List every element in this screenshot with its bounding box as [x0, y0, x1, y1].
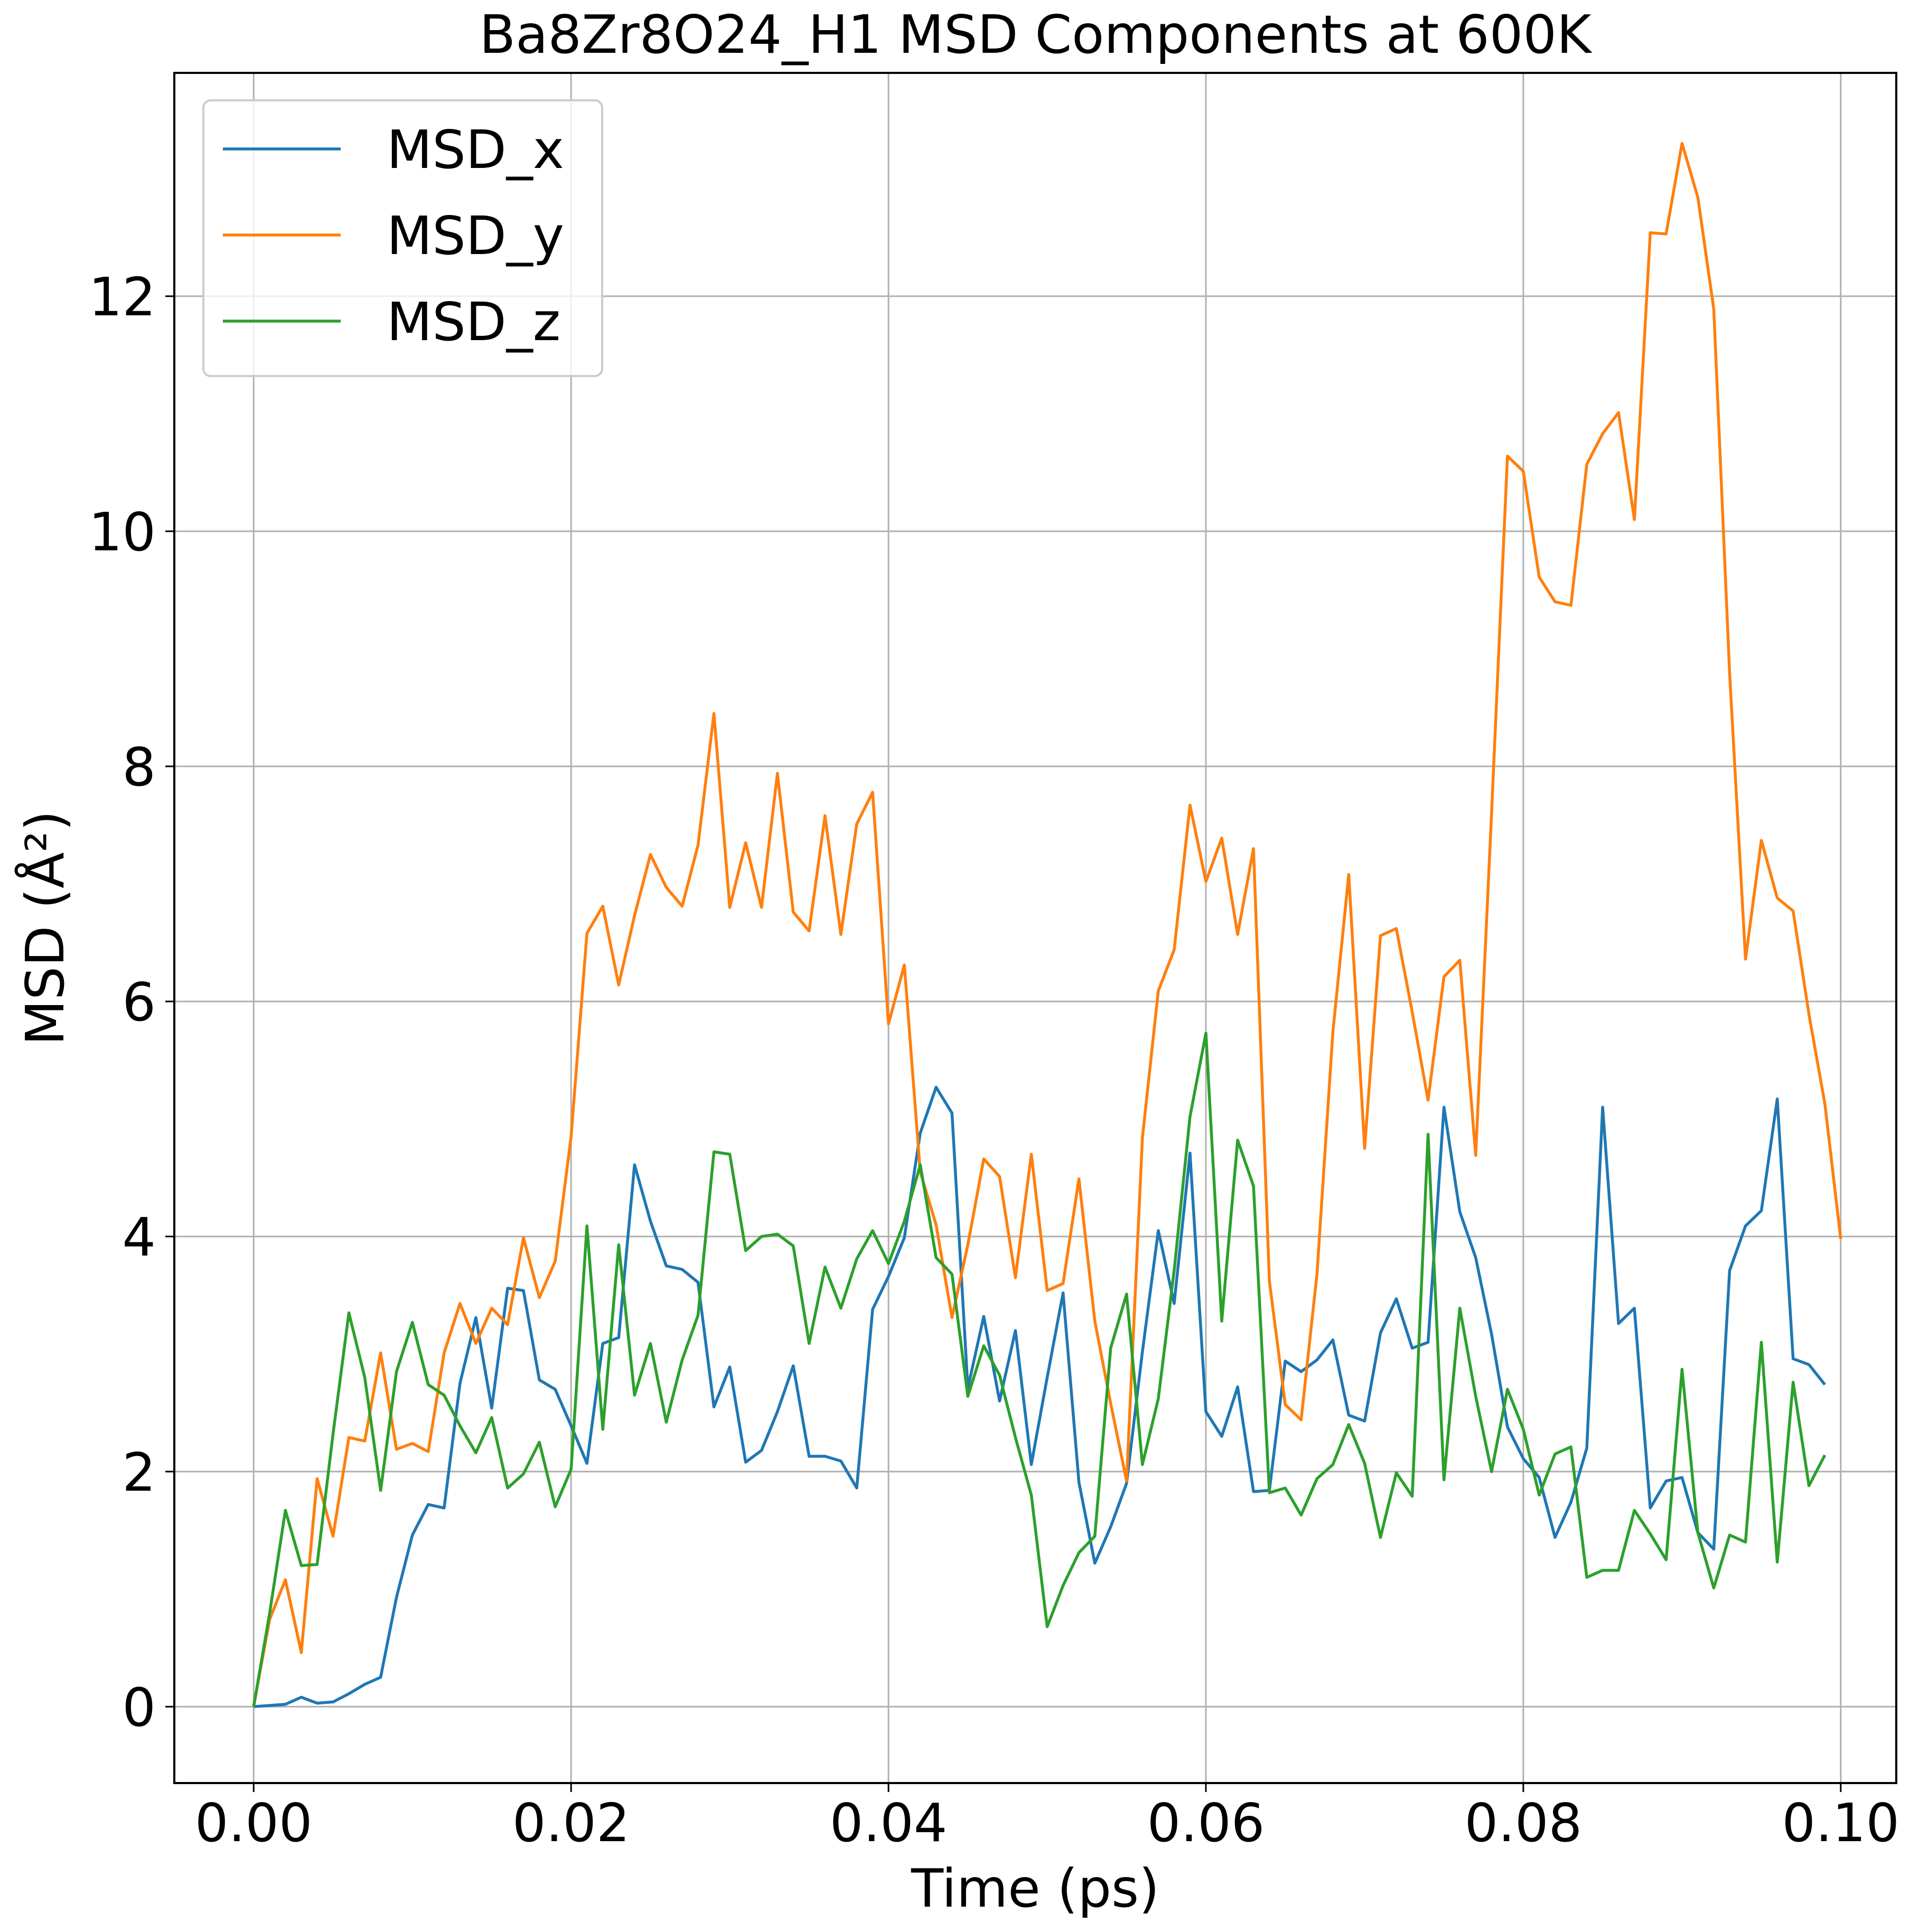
x-tick-label: 0.06 [1147, 1792, 1265, 1854]
y-tick-label: 12 [89, 266, 156, 328]
chart-title: Ba8Zr8O24_H1 MSD Components at 600K [479, 4, 1592, 65]
legend-label-msd_x: MSD_x [387, 119, 564, 181]
y-tick-label: 0 [122, 1676, 156, 1738]
legend: MSD_x MSD_y MSD_z [202, 99, 603, 377]
y-axis-label: MSD (Å²) [14, 810, 76, 1045]
series-line-msd_z [252, 1031, 1827, 1707]
y-tick-label: 2 [122, 1441, 156, 1503]
plot-area-frame [173, 72, 1897, 1784]
x-tick-label: 0.10 [1782, 1792, 1900, 1854]
legend-label-msd_z: MSD_z [387, 291, 560, 353]
x-tick-label: 0.02 [512, 1792, 630, 1854]
x-tick-label: 0.04 [830, 1792, 948, 1854]
grid-lines [174, 73, 1896, 1783]
y-tick-label: 8 [122, 736, 156, 798]
series-line-msd_y [252, 142, 1842, 1707]
y-tick-label: 6 [122, 971, 156, 1033]
y-tick-label: 10 [89, 501, 156, 563]
series-line-msd_x [253, 1085, 1826, 1709]
y-tick-label: 4 [122, 1206, 156, 1268]
axis-ticks: 0.00 0.02 0.04 0.06 0.08 0.10 0 2 4 6 8 10 12 [89, 266, 1899, 1854]
x-axis-label: Time (ps) [911, 1858, 1159, 1919]
x-tick-label: 0.00 [195, 1792, 313, 1854]
legend-label-msd_y: MSD_y [387, 205, 564, 267]
legend-box [202, 99, 603, 377]
x-tick-label: 0.08 [1465, 1792, 1583, 1854]
series-lines [252, 142, 1842, 1709]
